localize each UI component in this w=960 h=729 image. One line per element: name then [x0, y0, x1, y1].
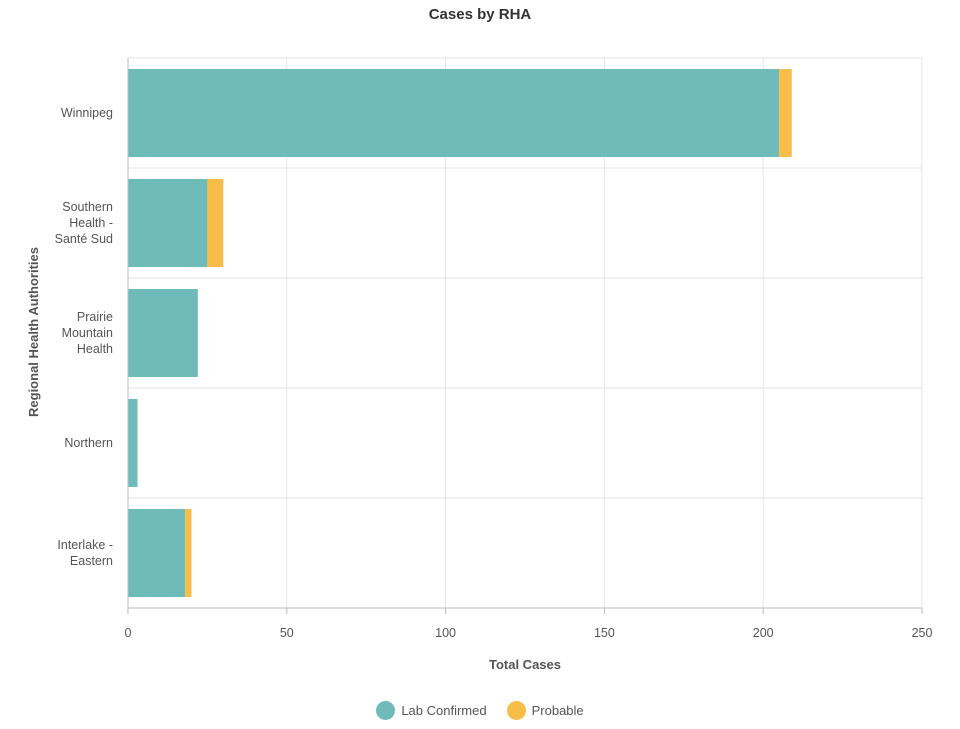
x-tick-label: 150 [594, 626, 615, 640]
y-tick-label: Prairie Mountain Health [62, 310, 113, 356]
x-tick-label: 250 [912, 626, 933, 640]
legend-item-probable[interactable]: Probable [506, 701, 584, 720]
chart-title: Cases by RHA [428, 6, 532, 23]
bar-lab-confirmed [128, 509, 186, 597]
bar-probable [207, 179, 224, 267]
legend-swatch-lab-confirmed [376, 701, 396, 720]
legend-item-lab-confirmed[interactable]: Lab Confirmed [376, 701, 487, 720]
y-axis-title: Regional Health Authorities [26, 247, 41, 417]
legend: Lab Confirmed Probable [0, 701, 960, 720]
bar-lab-confirmed [128, 289, 198, 377]
x-tick-label: 0 [125, 626, 132, 640]
legend-label-probable: Probable [531, 703, 584, 718]
y-tick-label: Southern Health -Santé Sud [55, 200, 113, 246]
legend-swatch-probable [506, 701, 526, 720]
bar-probable [185, 509, 192, 597]
y-tick-label: Interlake -Eastern [57, 538, 113, 568]
bars [128, 69, 792, 597]
axes: 0 50 100 150 200 250 Winnipeg Southern Health -S… [55, 58, 933, 640]
bar-lab-confirmed [128, 69, 780, 157]
y-tick-label: Northern [64, 436, 113, 450]
legend-label-lab-confirmed: Lab Confirmed [401, 703, 487, 718]
bar-lab-confirmed [128, 399, 138, 487]
bar-probable [779, 69, 792, 157]
x-tick-label: 50 [280, 626, 294, 640]
x-tick-label: 100 [435, 626, 456, 640]
y-tick-label: Winnipeg [61, 106, 113, 120]
x-tick-label: 200 [753, 626, 774, 640]
bar-lab-confirmed [128, 179, 208, 267]
x-axis-title: Total Cases [489, 657, 561, 672]
